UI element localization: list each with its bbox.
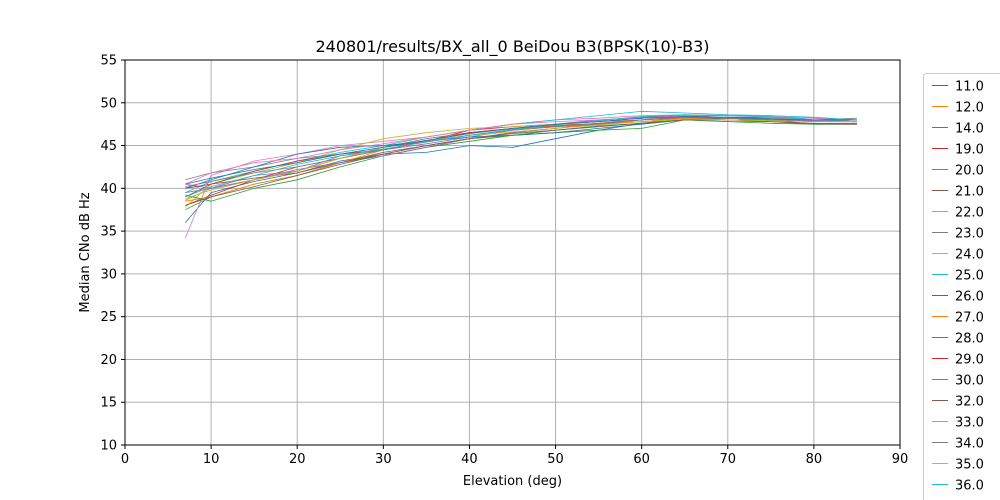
legend-label: 22.0 (955, 206, 984, 221)
y-axis-ticks: 10 15 20 25 30 35 40 45 50 55 (100, 54, 125, 454)
legend-label: 27.0 (955, 311, 984, 326)
legend-label: 36.0 (955, 479, 984, 494)
series-line-37-0 (185, 116, 857, 185)
x-axis-label: Elevation (deg) (463, 474, 562, 489)
series-lines (184, 110, 857, 239)
legend-label: 29.0 (955, 353, 984, 368)
legend-label: 11.0 (955, 80, 984, 95)
legend-label: 30.0 (955, 374, 984, 389)
y-tick-label: 55 (100, 54, 117, 69)
x-axis-ticks: 0 10 20 30 40 50 60 70 80 90 (121, 445, 908, 467)
y-axis-label: Median CNo dB Hz (78, 192, 93, 312)
chart-title: 240801/results/BX_all_0 BeiDou B3(BPSK(1… (315, 37, 709, 57)
legend-label: 20.0 (955, 164, 984, 179)
legend-label: 21.0 (955, 185, 984, 200)
legend-label: 35.0 (955, 458, 984, 473)
legend-label: 32.0 (955, 395, 984, 410)
legend-label: 19.0 (955, 143, 984, 158)
legend-label: 14.0 (955, 122, 984, 137)
series-line-36-0 (185, 114, 857, 198)
y-tick-label: 15 (100, 396, 117, 411)
x-tick-label: 30 (375, 452, 392, 467)
x-tick-label: 60 (633, 452, 650, 467)
legend-label: 23.0 (955, 227, 984, 242)
legend: 11.0 12.0 14.0 19.0 20.0 21.0 22.0 23.0 24.0 25.0… (923, 73, 1000, 500)
y-tick-label: 45 (100, 139, 117, 154)
y-tick-label: 30 (100, 267, 117, 282)
legend-label: 12.0 (955, 101, 984, 116)
x-tick-label: 20 (289, 452, 306, 467)
series-line-35-0 (185, 118, 857, 199)
series-line-34-0 (185, 116, 857, 187)
series-line-28-0 (185, 119, 857, 202)
y-tick-label: 35 (100, 225, 117, 240)
legend-label: 34.0 (955, 437, 984, 452)
y-tick-label: 50 (100, 96, 117, 111)
legend-label: 25.0 (955, 269, 984, 284)
x-tick-label: 90 (892, 452, 909, 467)
y-tick-label: 20 (100, 353, 117, 368)
legend-label: 28.0 (955, 332, 984, 347)
legend-label: 26.0 (955, 290, 984, 305)
legend-label: 24.0 (955, 248, 984, 263)
x-tick-label: 40 (461, 452, 478, 467)
x-tick-label: 80 (806, 452, 823, 467)
y-tick-label: 10 (100, 439, 117, 454)
x-tick-label: 70 (720, 452, 737, 467)
y-tick-label: 40 (100, 182, 117, 197)
x-tick-label: 0 (121, 452, 129, 467)
x-tick-label: 10 (203, 452, 220, 467)
legend-label: 33.0 (955, 416, 984, 431)
plot-frame (124, 59, 901, 446)
x-tick-label: 50 (547, 452, 564, 467)
legend-frame (923, 73, 1000, 500)
y-tick-label: 25 (100, 310, 117, 325)
